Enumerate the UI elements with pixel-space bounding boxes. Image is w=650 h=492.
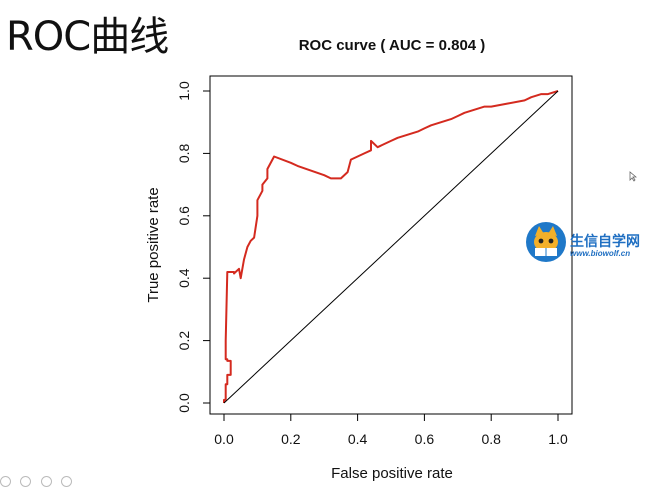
x-tick-label: 1.0: [548, 431, 568, 447]
prev-slide-icon[interactable]: [0, 476, 11, 487]
y-tick-label: 0.4: [176, 268, 192, 288]
x-tick-label: 0.0: [214, 431, 234, 447]
zoom-icon[interactable]: [40, 476, 52, 487]
y-tick-label: 1.0: [176, 81, 192, 101]
x-axis: 0.0 0.2 0.4 0.6 0.8 1.0: [214, 414, 568, 447]
diagonal-reference-line: [223, 90, 559, 404]
y-tick-label: 0.6: [176, 206, 192, 226]
slide-title: ROC曲线: [6, 14, 169, 60]
x-tick-label: 0.4: [348, 431, 368, 447]
fox-icon: [526, 222, 566, 262]
more-options-icon[interactable]: [61, 476, 73, 487]
slide-toolbar[interactable]: [0, 474, 77, 487]
watermark-name: 生信自学网: [570, 234, 640, 250]
watermark-logo: 生信自学网 www.biowolf.cn: [526, 222, 650, 266]
plot-frame: [209, 75, 573, 415]
series-group: [223, 90, 559, 404]
y-tick-label: 0.0: [176, 393, 192, 413]
x-tick-label: 0.8: [481, 431, 501, 447]
watermark-url: www.biowolf.cn: [570, 249, 631, 258]
x-tick-label: 0.6: [415, 431, 435, 447]
mouse-cursor-icon: [629, 171, 637, 182]
y-tick-label: 0.2: [176, 331, 192, 351]
y-axis: 0.0 0.2 0.4 0.6 0.8 1.0: [176, 81, 210, 413]
roc-curve-line: [223, 90, 559, 403]
y-axis-label: True positive rate: [145, 187, 162, 302]
chart-title: ROC curve ( AUC = 0.804 ): [299, 37, 486, 54]
pen-tool-icon[interactable]: [20, 476, 32, 487]
x-axis-label: False positive rate: [331, 465, 453, 482]
x-tick-label: 0.2: [281, 431, 301, 447]
y-tick-label: 0.8: [176, 143, 192, 163]
